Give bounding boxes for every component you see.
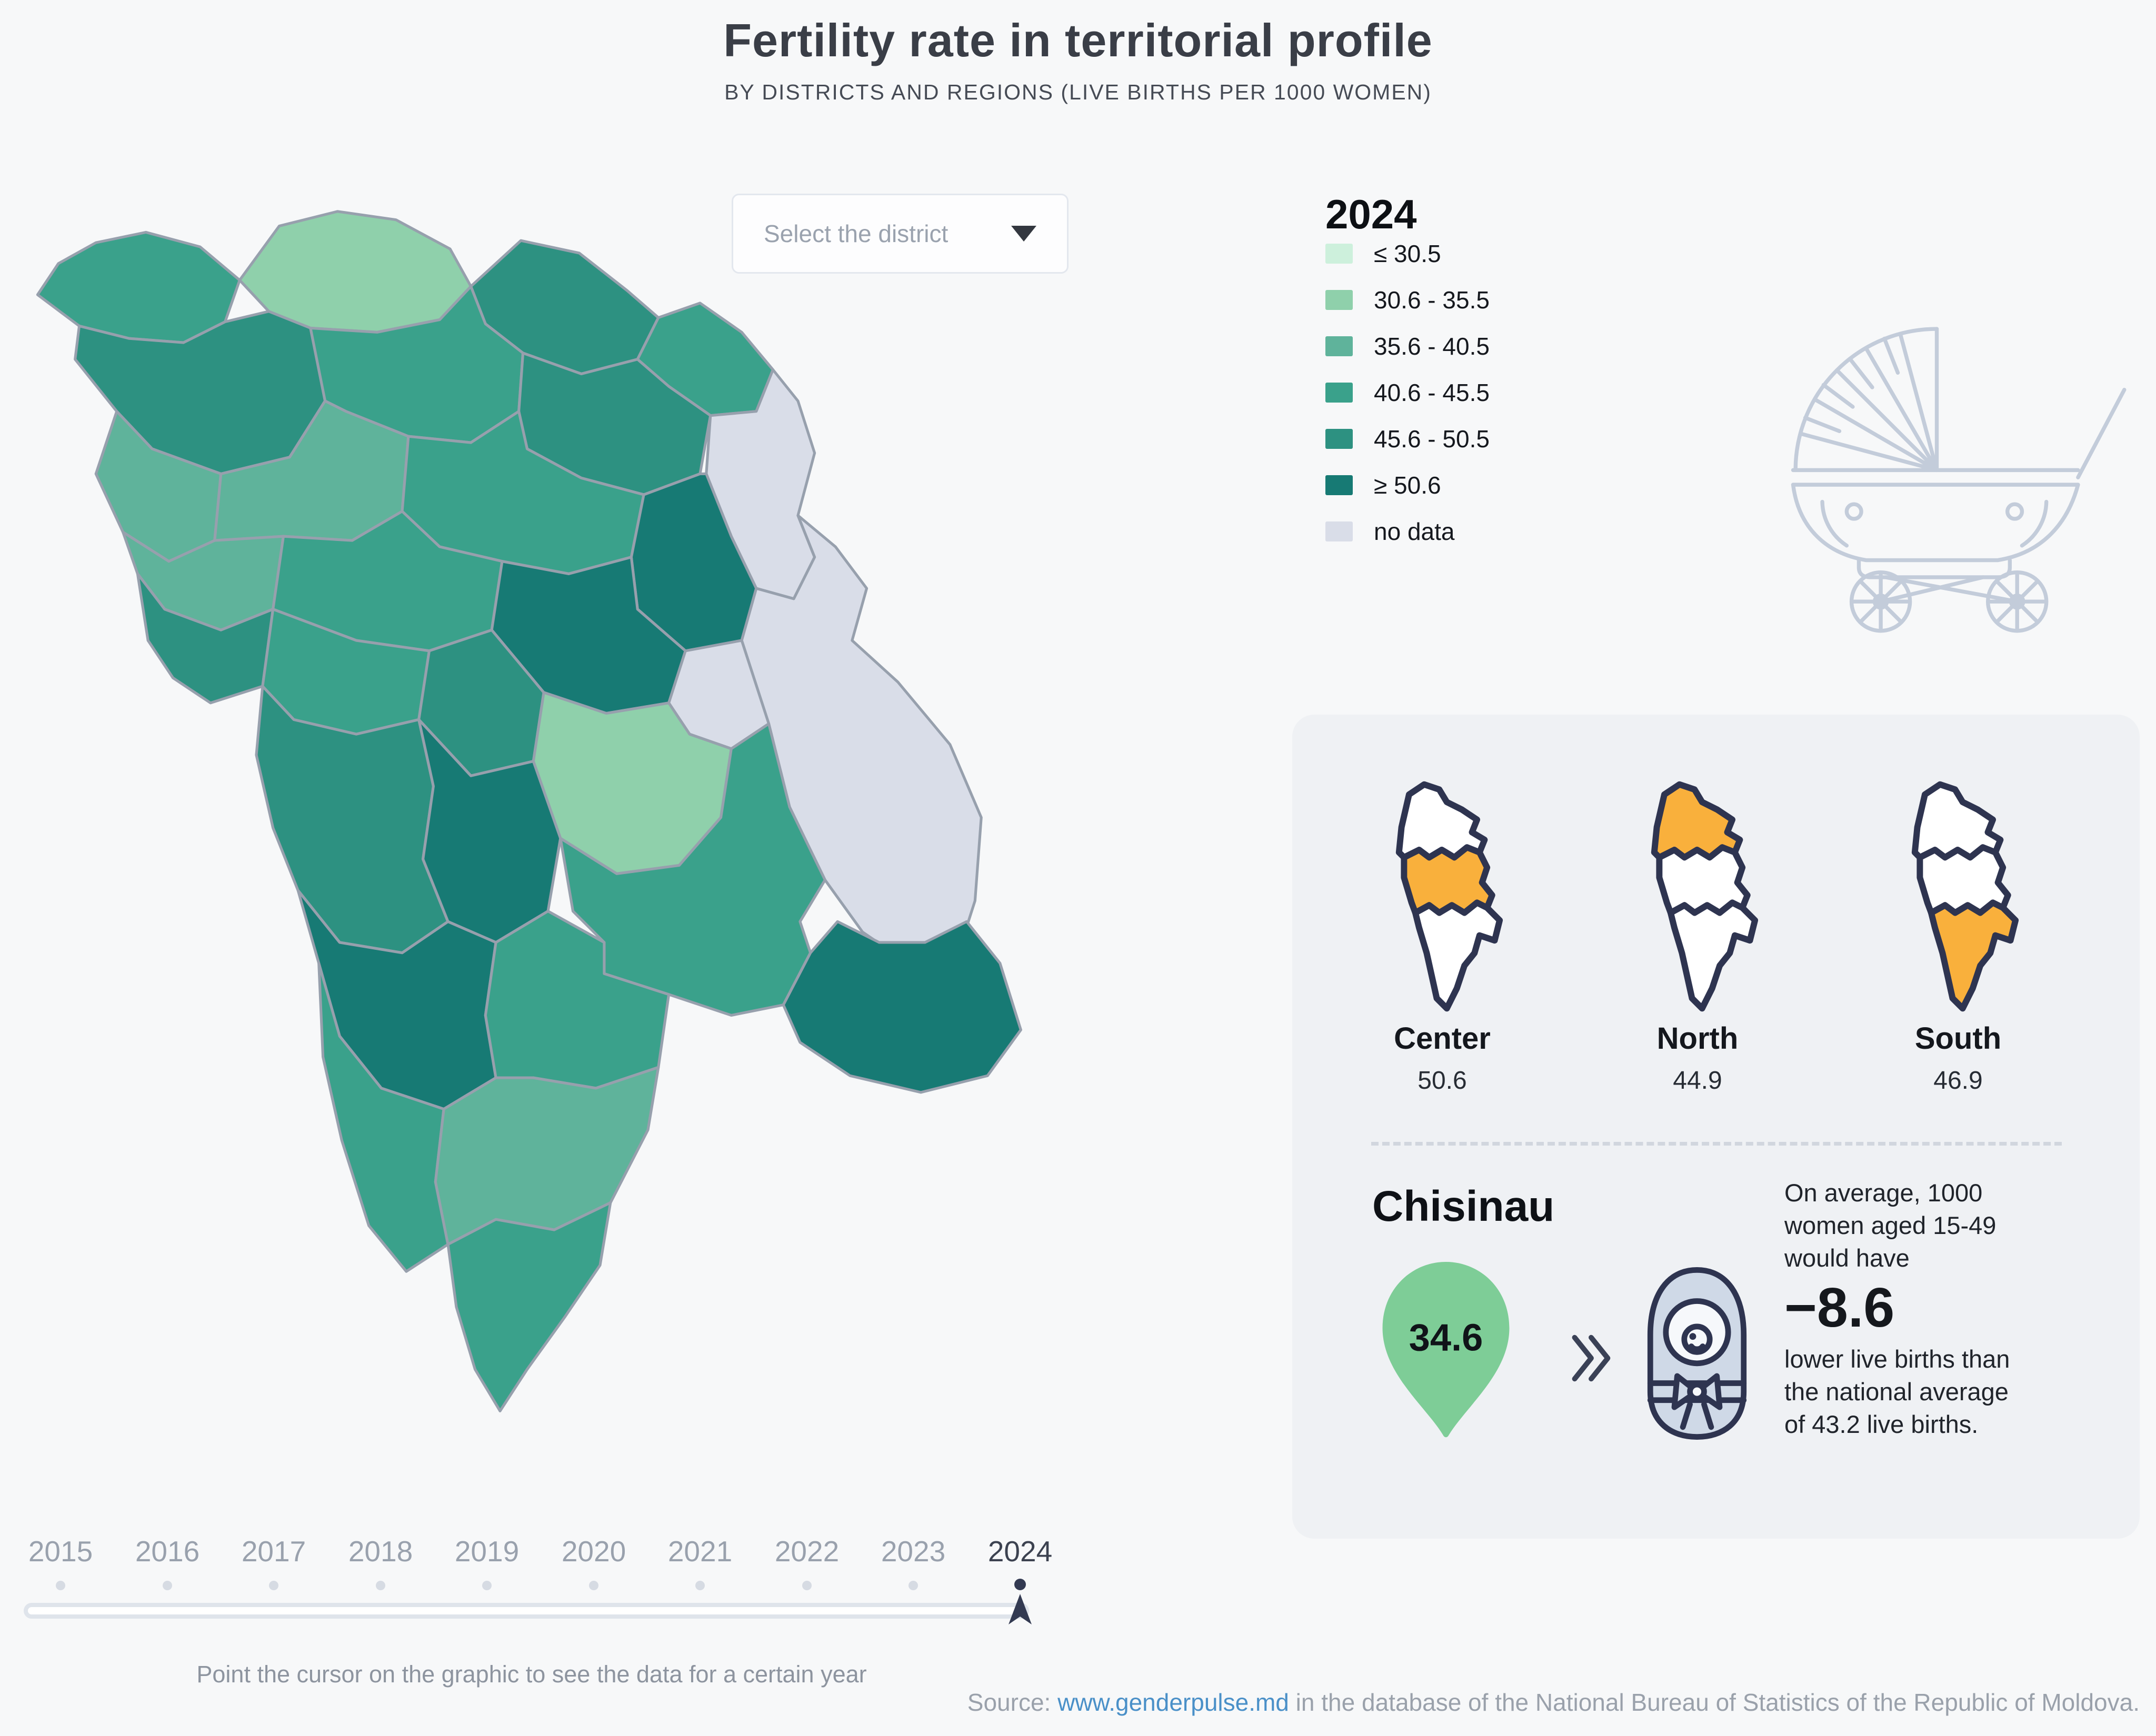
note-line: lower live births than [1784, 1345, 2010, 1373]
year-dot[interactable] [909, 1581, 918, 1590]
region-value-north: 44.9 [1673, 1067, 1722, 1095]
source-link[interactable]: www.genderpulse.md [1057, 1689, 1289, 1716]
note-line: women aged 15-49 [1784, 1211, 1997, 1239]
legend-swatch [1325, 475, 1353, 495]
region-map-south [1911, 781, 2019, 1012]
district-name: Chisinau [1372, 1182, 1555, 1230]
source-line: Source: www.genderpulse.md in the databa… [526, 1688, 2140, 1717]
region-map-north [1651, 781, 1759, 1012]
district[interactable] [36, 230, 241, 344]
year-tick[interactable]: 2020 [561, 1535, 626, 1568]
legend-swatch [1325, 336, 1353, 356]
dashed-divider [1371, 1142, 2062, 1146]
summary-panel: Center North South 50.6 44.9 46.9 Chisin… [1292, 715, 2140, 1539]
region-label-south: South [1914, 1021, 2002, 1056]
legend-item: 40.6 - 45.5 [1325, 369, 1490, 416]
year-tick-selected[interactable]: 2024 [987, 1535, 1053, 1568]
note-line: On average, 1000 [1784, 1179, 1983, 1207]
year-dot[interactable] [482, 1581, 492, 1590]
year-slider-handle[interactable] [1008, 1593, 1032, 1628]
slider-hint: Point the cursor on the graphic to see t… [196, 1661, 867, 1688]
year-tick[interactable]: 2019 [454, 1535, 520, 1568]
legend-year-label: 2024 [1325, 191, 1417, 237]
year-tick[interactable]: 2022 [774, 1535, 840, 1568]
source-label: Source: [967, 1689, 1058, 1716]
year-dot[interactable] [269, 1581, 278, 1590]
year-tick[interactable]: 2017 [241, 1535, 306, 1568]
region-label-north: North [1656, 1021, 1739, 1056]
comparison-note: On average, 1000 women aged 15-49 would … [1784, 1177, 2132, 1441]
district[interactable] [434, 1066, 660, 1246]
difference-value: −8.6 [1784, 1277, 1895, 1339]
legend-swatch [1325, 521, 1353, 541]
legend-swatch [1325, 290, 1353, 310]
note-line: of 43.2 live births. [1784, 1410, 1979, 1438]
region-south [1412, 899, 1503, 1012]
year-slider-track[interactable] [24, 1603, 1029, 1619]
legend-swatch [1325, 429, 1353, 449]
legend-item: 35.6 - 40.5 [1325, 323, 1490, 369]
legend-swatch [1325, 244, 1353, 264]
pin-shape [1382, 1262, 1510, 1438]
region-map-center [1395, 781, 1503, 1012]
year-dot-selected[interactable] [1014, 1579, 1026, 1590]
district-select[interactable]: Select the district [732, 194, 1069, 274]
legend-item: 45.6 - 50.5 [1325, 416, 1490, 462]
double-chevron-right-icon [1572, 1334, 1611, 1382]
choropleth-map [18, 201, 1032, 1430]
region-south [1667, 899, 1759, 1012]
page-title: Fertility rate in territorial profile [723, 14, 1433, 66]
note-line: would have [1784, 1244, 1910, 1272]
district[interactable] [446, 1201, 612, 1412]
legend-item: no data [1325, 508, 1490, 555]
region-label-center: Center [1394, 1021, 1491, 1056]
region-value-south: 46.9 [1933, 1067, 1983, 1095]
year-dot[interactable] [56, 1581, 65, 1590]
legend-item: ≥ 50.6 [1325, 462, 1490, 508]
year-tick[interactable]: 2016 [135, 1535, 200, 1568]
region-south [1928, 899, 2019, 1012]
district-select-placeholder: Select the district [764, 220, 949, 247]
legend-item: 30.6 - 35.5 [1325, 277, 1490, 323]
map-pin-icon: 34.6 [1382, 1262, 1510, 1438]
page-subtitle: BY DISTRICTS AND REGIONS (LIVE BIRTHS PE… [724, 80, 1432, 104]
year-tick[interactable]: 2021 [667, 1535, 733, 1568]
year-tick[interactable]: 2015 [28, 1535, 93, 1568]
year-dot[interactable] [376, 1581, 385, 1590]
swaddled-baby-icon [1647, 1267, 1747, 1440]
district-value: 34.6 [1409, 1317, 1483, 1359]
year-dot[interactable] [163, 1581, 172, 1590]
legend: ≤ 30.5 30.6 - 35.5 35.6 - 40.5 40.6 - 45… [1325, 230, 1490, 555]
year-tick[interactable]: 2023 [881, 1535, 946, 1568]
year-dot[interactable] [589, 1581, 598, 1590]
district[interactable] [782, 920, 1022, 1094]
region-value-center: 50.6 [1418, 1067, 1467, 1095]
year-tick[interactable]: 2018 [348, 1535, 413, 1568]
year-dot[interactable] [695, 1581, 705, 1590]
legend-item: ≤ 30.5 [1325, 230, 1490, 277]
source-rest: in the database of the National Bureau o… [1289, 1689, 2140, 1716]
year-dot[interactable] [802, 1581, 812, 1590]
legend-swatch [1325, 383, 1353, 403]
chevron-down-icon [1011, 226, 1036, 242]
note-line: the national average [1784, 1378, 2009, 1406]
baby-carriage-icon [1791, 327, 2127, 633]
